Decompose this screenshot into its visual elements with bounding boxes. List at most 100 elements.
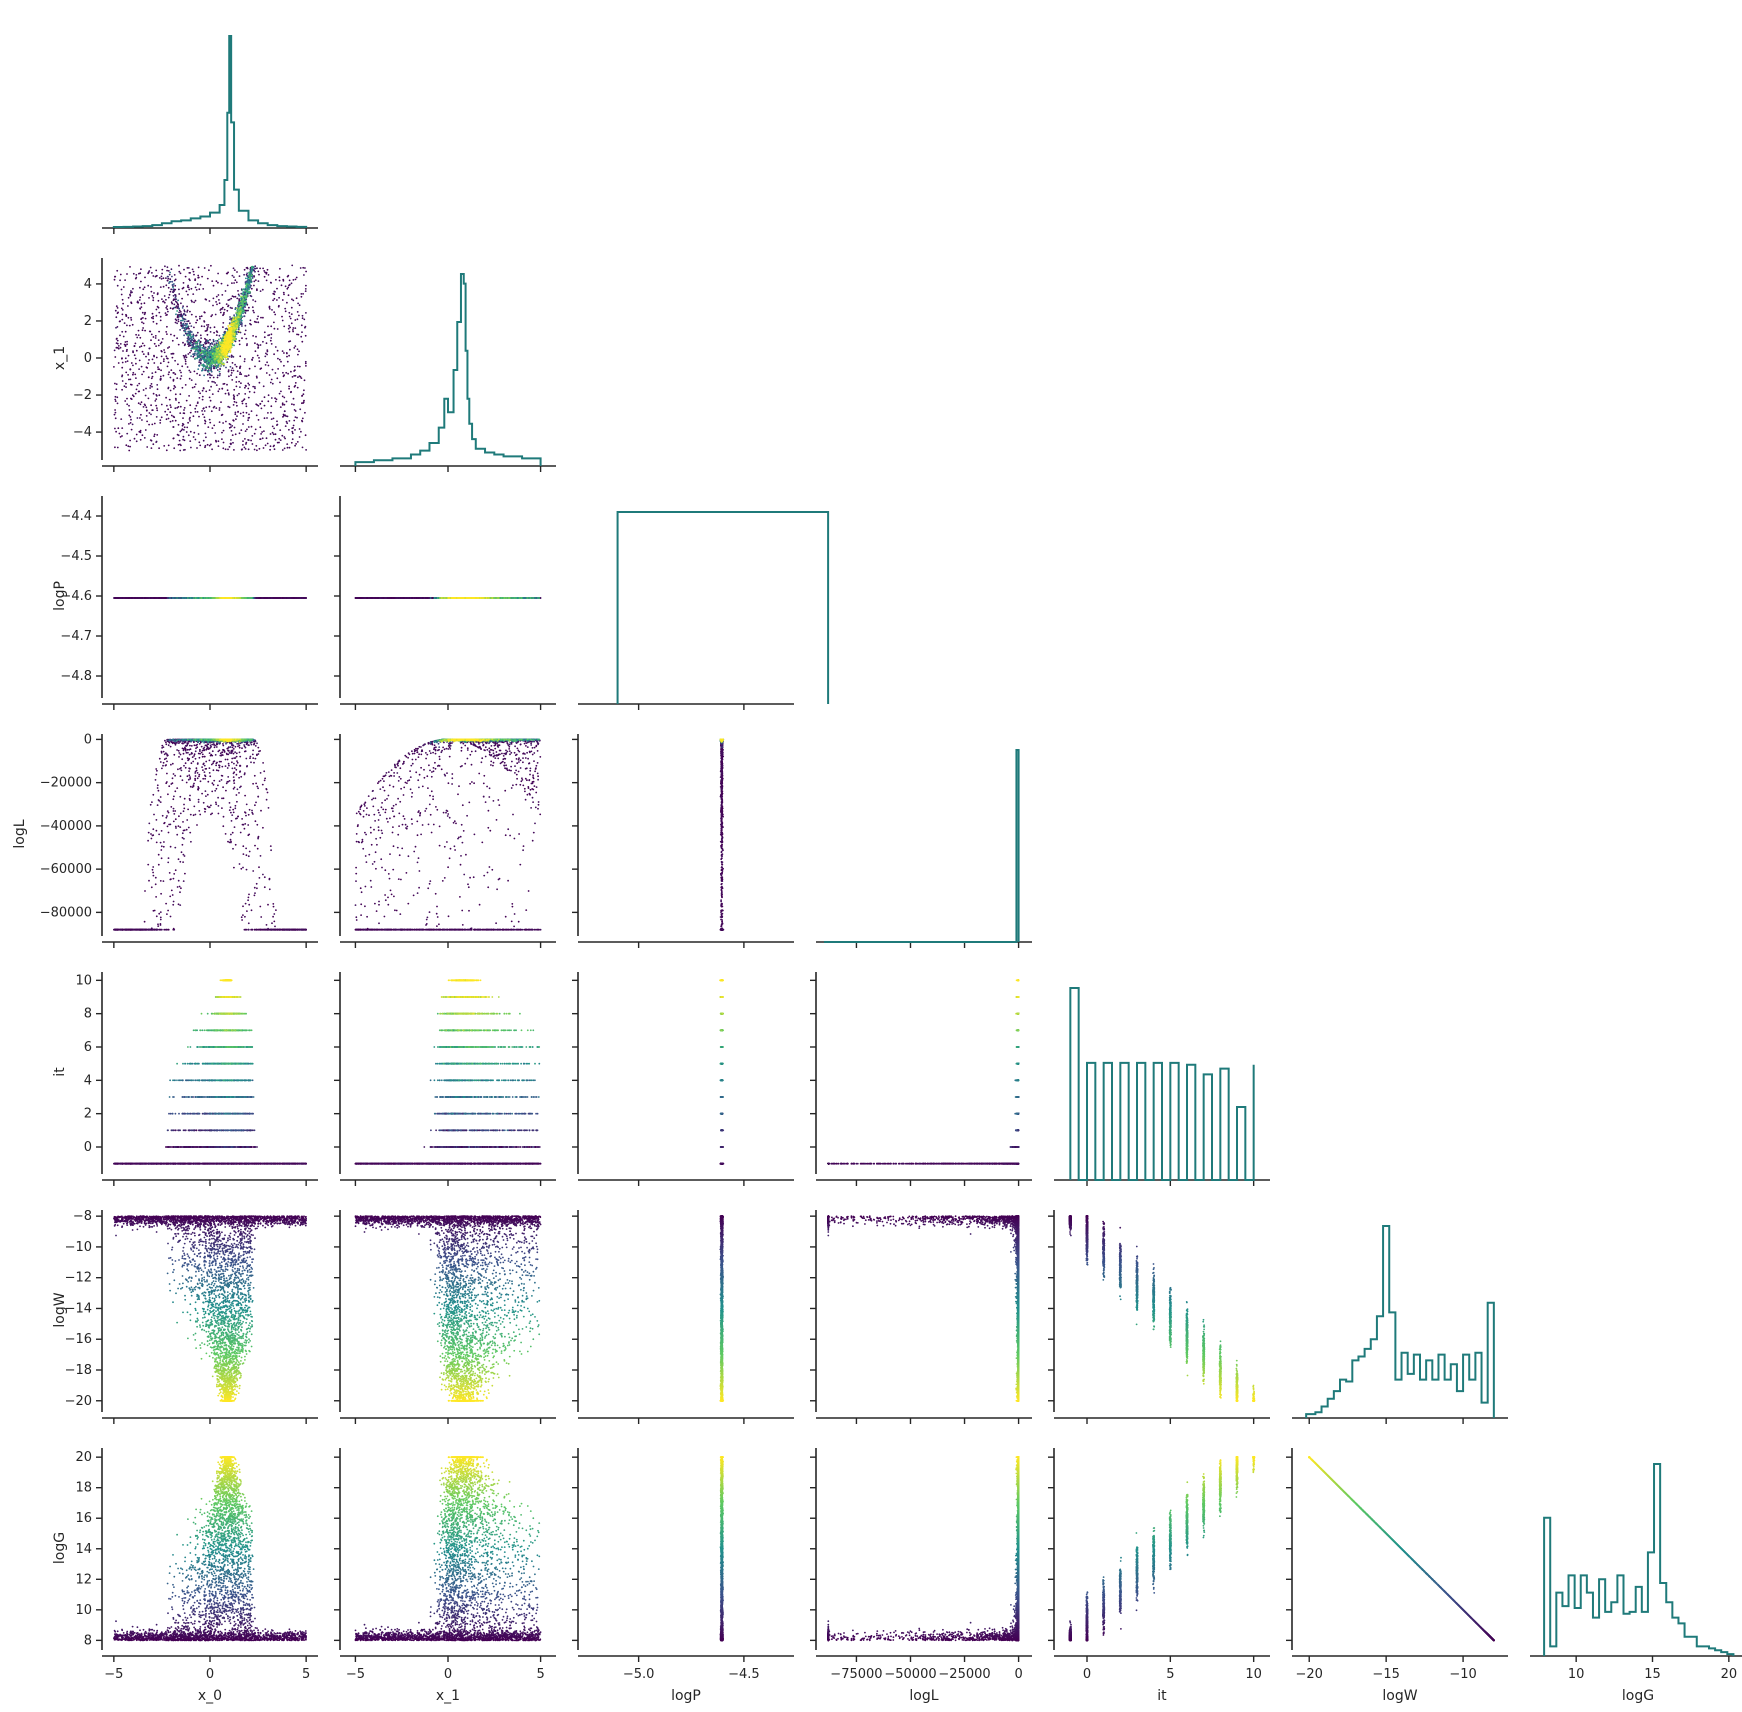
- point: [173, 447, 175, 449]
- point: [279, 429, 281, 431]
- point: [165, 284, 167, 286]
- point: [153, 435, 155, 437]
- point: [299, 366, 301, 368]
- point: [285, 310, 287, 312]
- point: [124, 400, 126, 402]
- point: [185, 363, 187, 365]
- point: [151, 447, 153, 449]
- point: [303, 400, 305, 402]
- point: [209, 406, 211, 408]
- point: [248, 414, 250, 416]
- point: [160, 369, 162, 371]
- point: [194, 386, 196, 388]
- point: [288, 429, 290, 431]
- point: [188, 434, 190, 436]
- point: [143, 323, 145, 325]
- point: [275, 439, 277, 441]
- point: [266, 417, 268, 419]
- point: [117, 307, 119, 309]
- point: [238, 393, 240, 395]
- point: [242, 444, 244, 446]
- point: [291, 431, 293, 433]
- point: [212, 393, 214, 395]
- point: [239, 275, 241, 277]
- point: [177, 363, 179, 365]
- point: [188, 289, 190, 291]
- point: [170, 390, 172, 392]
- point: [222, 422, 224, 424]
- point: [172, 357, 174, 359]
- point: [275, 346, 277, 348]
- point: [115, 388, 117, 390]
- point: [201, 315, 203, 317]
- point: [231, 379, 233, 381]
- point: [228, 375, 230, 377]
- point: [207, 426, 209, 428]
- point: [255, 429, 257, 431]
- point: [261, 400, 263, 402]
- point: [244, 438, 246, 440]
- point: [275, 401, 277, 403]
- point: [141, 401, 143, 403]
- point: [126, 433, 128, 435]
- panel-x_0-x_0: [102, 36, 318, 234]
- point: [150, 404, 152, 406]
- point: [135, 334, 137, 336]
- point: [289, 349, 291, 351]
- point: [276, 377, 278, 379]
- point: [283, 326, 285, 328]
- point: [148, 359, 150, 361]
- point: [252, 299, 254, 301]
- point: [212, 305, 214, 307]
- point: [291, 403, 293, 405]
- point: [152, 313, 154, 315]
- point: [179, 393, 181, 395]
- point: [168, 371, 170, 373]
- point: [149, 412, 151, 414]
- point: [266, 437, 268, 439]
- point: [244, 393, 246, 395]
- point: [254, 449, 256, 451]
- point: [280, 406, 282, 408]
- point: [285, 425, 287, 427]
- point: [302, 267, 304, 269]
- point: [174, 360, 176, 362]
- point: [179, 412, 181, 414]
- point: [135, 343, 137, 345]
- point: [168, 297, 170, 299]
- point: [183, 409, 185, 411]
- point: [174, 274, 176, 276]
- point: [158, 447, 160, 449]
- point: [299, 428, 301, 430]
- point: [113, 366, 115, 368]
- point: [155, 337, 157, 339]
- point: [305, 449, 307, 451]
- point: [266, 272, 268, 274]
- point: [142, 351, 144, 353]
- point: [243, 415, 245, 417]
- point: [161, 278, 163, 280]
- point: [288, 312, 290, 314]
- point: [276, 420, 278, 422]
- point: [233, 276, 235, 278]
- point: [198, 288, 200, 290]
- point: [297, 318, 299, 320]
- point: [259, 448, 261, 450]
- point: [220, 312, 222, 314]
- point: [260, 290, 262, 292]
- point: [166, 418, 168, 420]
- point: [166, 305, 168, 307]
- point: [303, 393, 305, 395]
- point: [199, 316, 201, 318]
- point: [115, 396, 117, 398]
- point: [296, 297, 298, 299]
- point: [114, 428, 116, 430]
- point: [295, 279, 297, 281]
- point: [151, 383, 153, 385]
- point: [216, 334, 218, 336]
- point: [266, 372, 268, 374]
- point: [291, 442, 293, 444]
- point: [273, 418, 275, 420]
- point: [236, 402, 238, 404]
- point: [118, 345, 120, 347]
